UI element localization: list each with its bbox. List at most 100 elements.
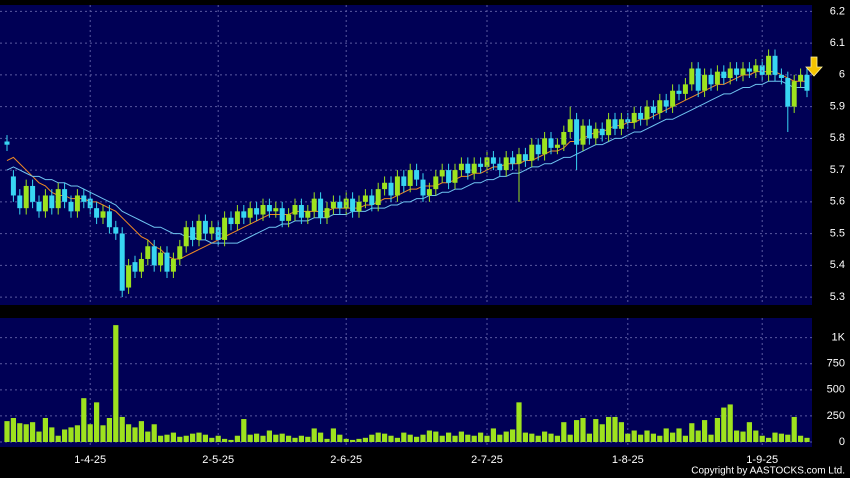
x-tick-label: 2-5-25	[202, 454, 234, 466]
candle-body	[484, 157, 490, 167]
candle-body	[516, 154, 522, 164]
candle-body	[663, 100, 669, 107]
volume-bar	[164, 434, 170, 442]
candle-body	[324, 208, 330, 218]
candle-body	[561, 131, 567, 145]
candle-body	[228, 217, 234, 225]
volume-bar	[599, 424, 605, 442]
volume-bar	[772, 432, 778, 442]
candle-body	[586, 125, 592, 139]
volume-bar	[30, 422, 36, 442]
volume-bar	[17, 423, 23, 442]
moving-average-line	[6, 80, 807, 244]
candle-body	[292, 205, 298, 215]
volume-bar	[516, 402, 522, 442]
y-tick-label: 5.6	[830, 196, 845, 208]
candle-body	[471, 163, 477, 174]
candle-body	[266, 205, 272, 212]
candle-body	[42, 195, 48, 212]
candle-body	[401, 176, 407, 186]
volume-bar	[55, 435, 61, 442]
volume-bar	[100, 425, 106, 442]
volume-bar	[689, 423, 695, 442]
candle-body	[126, 265, 132, 288]
candle-body	[215, 227, 221, 240]
candle-body	[746, 68, 752, 72]
volume-bar	[196, 432, 202, 442]
candle-body	[510, 157, 516, 164]
candle-body	[599, 128, 605, 136]
x-tick-label: 1-4-25	[74, 454, 106, 466]
candle-body	[548, 138, 554, 148]
volume-bar	[170, 432, 176, 442]
volume-bar	[612, 416, 618, 442]
candle-body	[388, 182, 394, 196]
volume-bar	[548, 433, 554, 442]
candle-body	[145, 246, 151, 259]
candle-body	[100, 211, 106, 218]
volume-bar	[490, 428, 496, 442]
volume-bar	[42, 418, 48, 442]
candle-body	[695, 68, 701, 91]
volume-bar	[119, 416, 125, 442]
candle-body	[682, 84, 688, 94]
volume-bar	[606, 416, 612, 442]
candle-body	[574, 119, 580, 145]
volume-bar	[522, 432, 528, 442]
volume-bar	[625, 433, 631, 442]
candle-body	[554, 144, 560, 148]
volume-bar	[580, 418, 586, 442]
candle-body	[785, 78, 791, 107]
volume-bar	[471, 435, 477, 442]
volume-bar	[650, 433, 656, 442]
candle-body	[343, 198, 349, 209]
volume-bar	[215, 435, 221, 442]
volume-bar	[311, 428, 317, 442]
volume-bar	[362, 437, 368, 442]
candle-body	[727, 68, 733, 79]
volume-bar	[375, 432, 381, 442]
volume-bar	[785, 434, 791, 442]
y-tick-label: 5.9	[830, 100, 845, 112]
volume-bar	[324, 438, 330, 442]
candle-body	[497, 163, 503, 171]
candle-body	[426, 189, 432, 196]
candle-body	[644, 106, 650, 120]
volume-bar	[145, 431, 151, 442]
volume-bar	[4, 421, 10, 442]
candle-body	[183, 227, 189, 247]
candle-body	[375, 189, 381, 205]
volume-bar	[510, 429, 516, 442]
candle-body	[522, 154, 528, 161]
candle-body	[478, 163, 484, 167]
y-tick-label: 6.2	[830, 5, 845, 17]
volume-bar	[337, 434, 343, 442]
candle-body	[164, 252, 170, 272]
volume-bar	[529, 433, 535, 442]
volume-bar	[209, 437, 215, 442]
candle-body	[158, 252, 164, 266]
y-tick-label: 1K	[832, 332, 846, 344]
candle-body	[721, 71, 727, 79]
volume-bar	[202, 434, 208, 442]
candle-body	[209, 227, 215, 234]
x-tick-label: 1-8-25	[612, 454, 644, 466]
volume-bar	[87, 424, 93, 442]
volume-bar	[618, 422, 624, 442]
candle-body	[631, 112, 637, 123]
y-tick-label: 5.3	[830, 291, 845, 303]
candle-body	[337, 201, 343, 209]
candle-body	[311, 198, 317, 212]
volume-bar	[414, 436, 420, 442]
volume-bar	[247, 434, 253, 442]
volume-bar	[94, 402, 100, 442]
candle-body	[30, 185, 36, 202]
candle-body	[87, 198, 93, 209]
volume-bar	[10, 418, 16, 442]
candle-body	[190, 227, 196, 240]
candle-body	[702, 74, 708, 91]
volume-bar	[241, 419, 247, 442]
volume-bar	[458, 431, 464, 442]
volume-bar	[254, 433, 260, 442]
candle-body	[465, 163, 471, 174]
